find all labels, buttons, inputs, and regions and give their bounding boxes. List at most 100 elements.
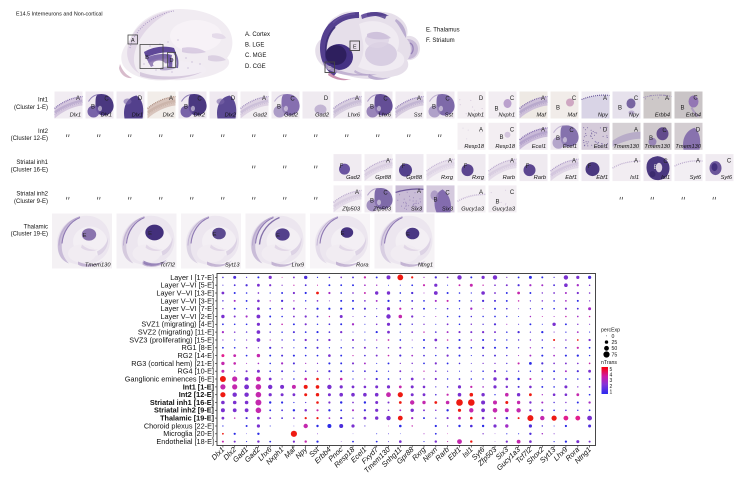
svg-text:Tmem130: Tmem130 (85, 263, 111, 269)
svg-text:Layer V–VI [7-E]: Layer V–VI [7-E] (160, 304, 214, 313)
svg-text:B: B (649, 136, 653, 142)
svg-text:Ebf1: Ebf1 (596, 175, 608, 181)
svg-text:Lhx6: Lhx6 (379, 113, 392, 119)
svg-text:Thalamic: Thalamic (24, 224, 48, 230)
svg-text:Resp18: Resp18 (464, 144, 484, 150)
svg-text:B. LGE: B. LGE (245, 43, 264, 49)
svg-text:C: C (510, 127, 515, 133)
svg-text:Striatal inh2 [9-E]: Striatal inh2 [9-E] (154, 406, 215, 415)
svg-text:Gad2: Gad2 (346, 175, 361, 181)
svg-text:Dlx1: Dlx1 (70, 113, 81, 119)
svg-text:A: A (541, 127, 545, 133)
svg-text:Erbb4: Erbb4 (655, 113, 670, 119)
svg-text:D: D (231, 96, 236, 102)
svg-text:Rxrg: Rxrg (441, 175, 454, 181)
svg-text:Rxrg: Rxrg (472, 175, 485, 181)
svg-text:Dlx1: Dlx1 (132, 113, 143, 119)
svg-text:Npy: Npy (598, 113, 609, 119)
svg-text:C. MGE: C. MGE (245, 53, 266, 59)
svg-text:Striatal inh1 [16-E]: Striatal inh1 [16-E] (150, 398, 215, 407)
svg-text:Gpr88: Gpr88 (375, 175, 392, 181)
svg-text:Sst: Sst (414, 113, 423, 119)
svg-text:Nxph1: Nxph1 (468, 113, 484, 119)
svg-text:C: C (290, 97, 295, 103)
svg-text:Int2 [12-E]: Int2 [12-E] (179, 390, 215, 399)
svg-text:E: E (353, 45, 357, 51)
svg-text:Gucy1a3: Gucy1a3 (492, 206, 516, 212)
svg-text:Ecel1: Ecel1 (532, 144, 546, 150)
svg-text:A: A (448, 159, 452, 165)
svg-text:A: A (479, 127, 483, 133)
svg-text:C: C (104, 97, 109, 103)
svg-text:Maf: Maf (537, 113, 548, 119)
svg-text:50: 50 (612, 346, 618, 352)
svg-text:Isl1: Isl1 (630, 175, 639, 181)
svg-text:Striatal inh1: Striatal inh1 (16, 160, 48, 166)
svg-text:Endothelial [18-E]: Endothelial [18-E] (156, 437, 214, 446)
svg-text:Microglia [20-E]: Microglia [20-E] (163, 429, 214, 438)
svg-text:B: B (145, 55, 149, 61)
svg-text:Ecel1: Ecel1 (594, 144, 608, 150)
svg-text:A: A (417, 96, 421, 102)
svg-text:D: D (169, 58, 173, 64)
svg-text:C: C (634, 96, 639, 102)
svg-text:B: B (370, 198, 374, 204)
svg-text:B: B (499, 135, 503, 141)
svg-text:C: C (572, 96, 577, 102)
svg-text:SVZ3 (proliferating) [15-E]: SVZ3 (proliferating) [15-E] (129, 335, 214, 344)
svg-text:Tmem130: Tmem130 (675, 144, 701, 150)
svg-text:nTrans: nTrans (601, 360, 617, 366)
svg-text:D: D (138, 96, 143, 102)
svg-text:Tmem130: Tmem130 (644, 144, 670, 150)
svg-text:A: A (634, 127, 638, 133)
svg-text:SVZ1 (migrating) [4-E]: SVZ1 (migrating) [4-E] (141, 320, 214, 329)
svg-text:B: B (556, 106, 560, 112)
svg-text:Zfp503: Zfp503 (372, 206, 392, 212)
svg-text:(Cluster 12-E): (Cluster 12-E) (11, 136, 48, 142)
svg-text:Nxph1: Nxph1 (499, 113, 515, 119)
svg-text:Layer V–VI [2-E]: Layer V–VI [2-E] (160, 312, 214, 321)
svg-text:Gad2: Gad2 (253, 113, 268, 119)
svg-text:Layer V–VI [5-E]: Layer V–VI [5-E] (160, 281, 214, 290)
svg-text:Dlx1: Dlx1 (101, 113, 112, 119)
svg-text:Resp18: Resp18 (495, 144, 515, 150)
svg-text:Dlx2: Dlx2 (225, 113, 237, 119)
svg-text:F: F (402, 164, 406, 170)
svg-text:Isl1: Isl1 (661, 175, 670, 181)
svg-text:D: D (696, 127, 701, 133)
svg-text:Thalamic [19-E]: Thalamic [19-E] (160, 414, 215, 423)
svg-text:Lhx9: Lhx9 (292, 263, 305, 269)
svg-text:F: F (328, 66, 332, 72)
svg-text:C: C (445, 190, 450, 196)
svg-text:Maf: Maf (568, 113, 579, 119)
svg-text:B: B (370, 105, 374, 111)
svg-text:E: E (83, 233, 87, 239)
svg-text:C: C (383, 190, 388, 196)
svg-text:A: A (417, 189, 421, 195)
svg-text:A: A (169, 96, 173, 102)
svg-text:D. CGE: D. CGE (245, 64, 266, 70)
svg-text:B: B (184, 105, 188, 111)
svg-text:Gpr88: Gpr88 (406, 175, 423, 181)
svg-text:Striatal inh2: Striatal inh2 (16, 192, 48, 198)
svg-text:Rora: Rora (356, 263, 368, 269)
svg-text:RG1 [8-E]: RG1 [8-E] (182, 343, 214, 352)
svg-text:Int1 [1-E]: Int1 [1-E] (183, 382, 215, 391)
svg-text:Layer I [17-E]: Layer I [17-E] (170, 273, 214, 282)
svg-text:A: A (355, 96, 359, 102)
svg-text:B: B (433, 197, 437, 203)
svg-text:C: C (569, 128, 574, 134)
svg-text:B: B (556, 136, 560, 142)
svg-text:Layer V–VI [13-E]: Layer V–VI [13-E] (156, 288, 214, 297)
svg-text:Erbb4: Erbb4 (686, 113, 701, 119)
svg-text:Ecel1: Ecel1 (563, 144, 577, 150)
svg-text:Syt13: Syt13 (225, 263, 240, 269)
svg-text:A: A (131, 38, 135, 44)
svg-text:F: F (464, 164, 468, 170)
svg-text:B: B (653, 165, 657, 171)
svg-text:RG3 (cortical hem) [21-E]: RG3 (cortical hem) [21-E] (131, 359, 214, 368)
svg-text:A: A (603, 96, 607, 102)
svg-text:RG2 [14-E]: RG2 [14-E] (178, 351, 215, 360)
svg-text:C: C (663, 159, 668, 165)
svg-text:C: C (383, 97, 388, 103)
